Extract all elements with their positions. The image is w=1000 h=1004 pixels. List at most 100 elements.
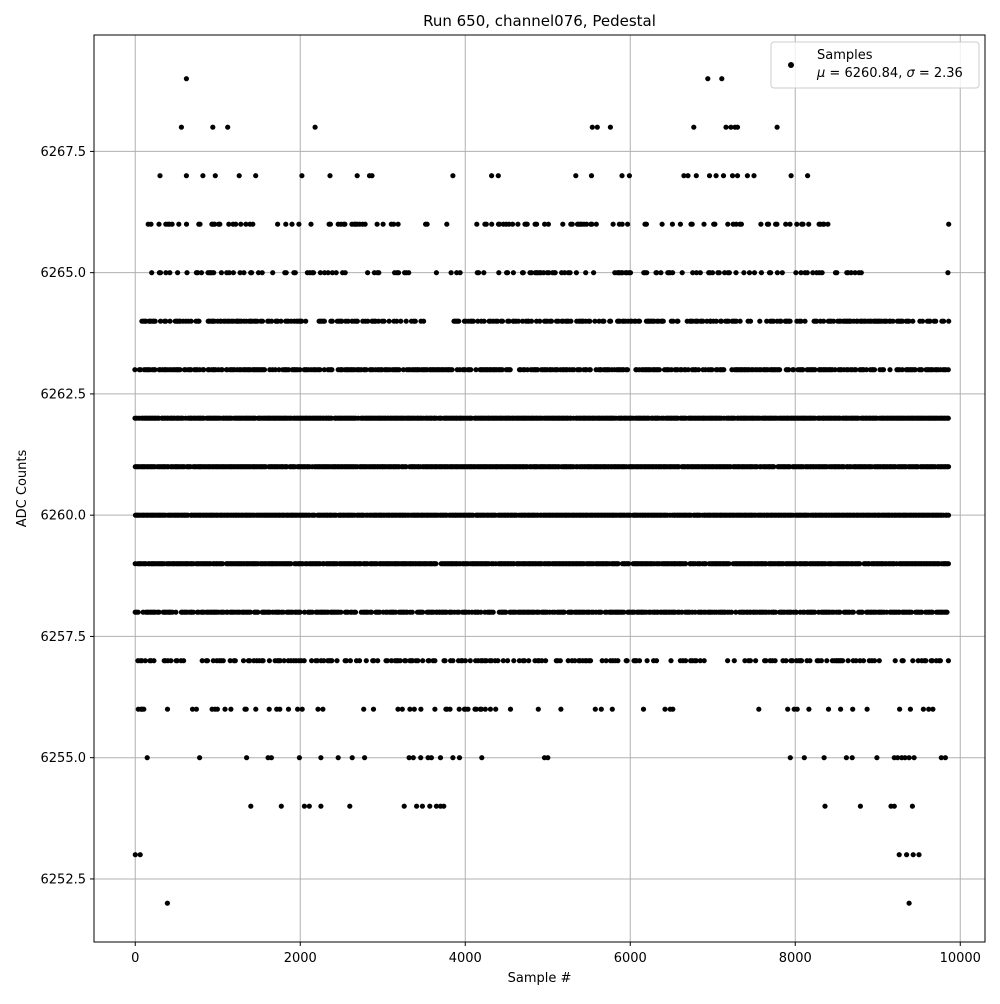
scatter-point [593, 221, 599, 227]
scatter-point [659, 221, 665, 227]
scatter-point [594, 124, 600, 130]
scatter-point [301, 803, 307, 809]
scatter-point [226, 221, 232, 227]
scatter-point [733, 221, 739, 227]
scatter-point [693, 270, 700, 276]
scatter-point [916, 852, 922, 858]
legend-box [770, 41, 980, 89]
scatter-point [457, 270, 463, 276]
scatter-point [843, 755, 850, 761]
scatter-point [450, 173, 456, 179]
scatter-point [909, 803, 916, 809]
scatter-point [587, 318, 593, 324]
scatter-point [712, 221, 718, 227]
scatter-point [248, 803, 254, 809]
scatter-point [658, 270, 664, 276]
scatter-point [261, 367, 268, 373]
scatter-point [733, 318, 739, 324]
scatter-point [220, 658, 226, 664]
scatter-point [756, 706, 762, 712]
scatter-point [800, 221, 806, 227]
scatter-point [539, 658, 545, 664]
scatter-point [283, 270, 289, 276]
scatter-point [906, 318, 912, 324]
scatter-point [253, 173, 259, 179]
scatter-point [352, 609, 359, 615]
scatter-point [386, 318, 392, 324]
scatter-point [791, 367, 797, 373]
scatter-point [244, 755, 250, 761]
scatter-point [415, 658, 421, 664]
scatter-point [505, 658, 511, 664]
scatter-point [315, 706, 321, 712]
scatter-point [362, 755, 368, 761]
scatter-point [444, 221, 450, 227]
scatter-point [546, 270, 552, 276]
scatter-point [636, 658, 643, 664]
scatter-point [592, 706, 598, 712]
scatter-point [904, 852, 910, 858]
scatter-point [521, 658, 528, 664]
scatter-point [410, 755, 416, 761]
scatter-point [412, 318, 418, 324]
scatter-point [289, 221, 295, 227]
scatter-point [689, 221, 695, 227]
legend-stats: μ = 6260.84, σ = 2.36 [816, 66, 963, 81]
y-axis-title: ADC Counts [15, 450, 30, 528]
scatter-point [493, 706, 499, 712]
scatter-point [587, 658, 594, 664]
scatter-point [421, 318, 427, 324]
scatter-point [500, 658, 506, 664]
scatter-point [476, 270, 482, 276]
x-tick-label: 0 [131, 951, 139, 966]
scatter-point [858, 270, 864, 276]
scatter-point [726, 561, 732, 567]
scatter-point [906, 900, 912, 906]
scatter-point [713, 318, 719, 324]
scatter-point [483, 658, 489, 664]
scatter-point [599, 658, 605, 664]
scatter-point [168, 658, 174, 664]
scatter-point [725, 221, 731, 227]
scatter-point [738, 221, 745, 227]
scatter-point [176, 221, 182, 227]
scatter-point [334, 658, 340, 664]
scatter-point [912, 367, 918, 373]
x-tick-label: 4000 [449, 951, 482, 966]
scatter-point [433, 270, 439, 276]
scatter-point [149, 270, 155, 276]
scatter-point [624, 658, 630, 664]
scatter-point [890, 318, 896, 324]
scatter-point [178, 124, 184, 130]
scatter-point [292, 270, 298, 276]
scatter-point [840, 658, 846, 664]
scatter-point [496, 221, 503, 227]
scatter-point [644, 270, 650, 276]
scatter-point [296, 221, 302, 227]
scatter-point [164, 706, 171, 712]
scatter-point [636, 318, 643, 324]
scatter-point [227, 658, 233, 664]
scatter-point [625, 221, 631, 227]
scatter-point [288, 561, 294, 567]
scatter-point [701, 221, 707, 227]
scatter-point [598, 609, 604, 615]
scatter-point [321, 367, 327, 373]
scatter-point [409, 609, 415, 615]
scatter-point [619, 221, 625, 227]
scatter-point [802, 318, 808, 324]
scatter-point [786, 367, 792, 373]
scatter-point [495, 658, 501, 664]
scatter-point [560, 221, 566, 227]
scatter-point [669, 221, 676, 227]
scatter-point [496, 270, 502, 276]
scatter-point [758, 270, 765, 276]
scatter-point [345, 318, 351, 324]
scatter-point [763, 658, 769, 664]
scatter-point [874, 755, 880, 761]
scatter-point [151, 658, 157, 664]
scatter-point [193, 706, 199, 712]
scatter-point [132, 852, 138, 858]
scatter-point [654, 270, 660, 276]
scatter-point [327, 173, 333, 179]
